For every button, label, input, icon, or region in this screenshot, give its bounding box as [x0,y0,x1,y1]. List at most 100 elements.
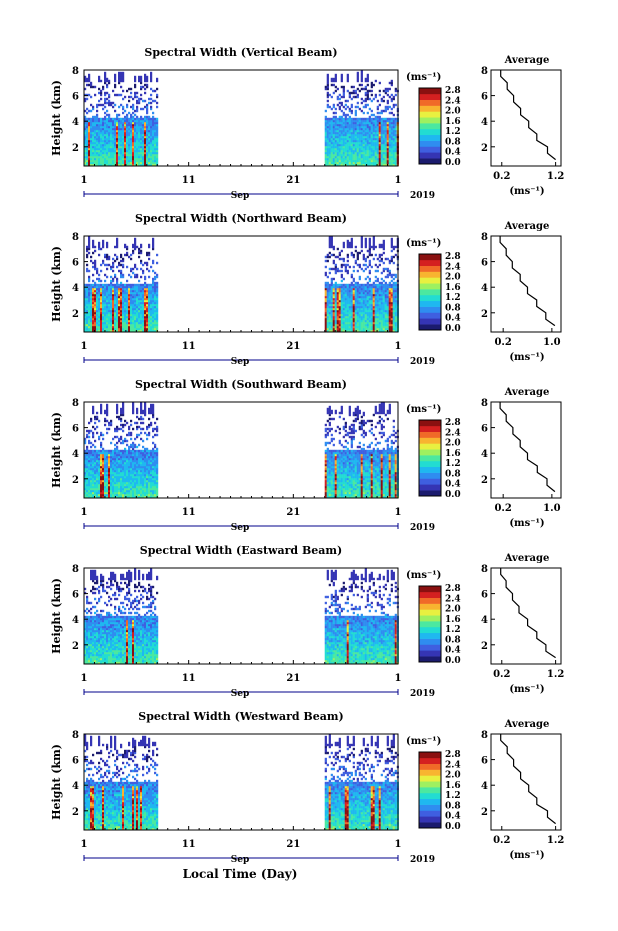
x-tick-label: 1 [395,341,402,352]
heatmap-cell [138,139,141,143]
heatmap-cell [114,103,117,107]
heatmap-cell [130,327,133,331]
heatmap-cell [100,133,103,137]
heatmap-cell [356,311,359,315]
heatmap-cell [128,119,131,123]
heatmap-cell [338,161,341,165]
heatmap-cell [122,161,125,165]
heatmap-cell [376,133,379,137]
heatmap-cell [388,259,391,263]
heatmap-cell [126,163,129,167]
heatmap-cell [102,463,105,467]
heatmap-cell [128,323,131,327]
heatmap-cell [346,163,349,167]
heatmap-cell [108,115,111,119]
heatmap-cell [138,143,141,147]
heatmap-cell [112,285,115,289]
heatmap-cell [392,261,395,265]
heatmap-cell [380,151,383,155]
heatmap-cell [96,125,99,129]
heatmap-cell [392,317,395,321]
heatmap-cell [122,157,125,161]
heatmap-cell [100,481,103,485]
heatmap-cell [110,317,113,321]
heatmap-cell [152,285,155,289]
heatmap-cell [100,445,103,449]
heatmap-cell [98,315,101,319]
heatmap-cell [118,327,121,331]
heatmap-cell [358,325,361,329]
heatmap-cell [380,295,383,299]
heatmap-cell [364,159,367,163]
heatmap-cell [366,147,369,151]
heatmap-cell [122,297,125,301]
heatmap-cell [108,315,111,319]
heatmap-cell [84,319,87,323]
heatmap-cell [388,159,391,163]
heatmap-cell [122,111,125,115]
heatmap-cell [120,155,123,159]
heatmap-cell [130,141,133,145]
heatmap-cell [88,325,91,329]
heatmap-cell [384,89,387,93]
heatmap-cell [366,305,369,309]
heatmap-cell [94,455,97,459]
heatmap-cell [364,313,367,317]
heatmap-cell [144,149,147,153]
heatmap-cell [354,287,357,291]
heatmap-cell [88,449,91,453]
heatmap-cell [108,327,111,331]
heatmap-cell [358,155,361,159]
heatmap-cell [136,159,139,163]
heatmap-cell [350,141,353,145]
heatmap-cell [86,295,89,299]
heatmap-cell [356,77,359,81]
heatmap-cell [152,281,155,285]
heatmap-cell [338,283,341,287]
heatmap-cell [370,319,373,323]
heatmap-cell [92,469,95,473]
heatmap-cell [394,253,397,257]
heatmap-cell [156,293,159,297]
heatmap-cell [84,151,87,155]
heatmap-cell [372,287,375,291]
heatmap-cell [148,133,151,137]
heatmap-cell [372,319,375,323]
heatmap-cell [132,155,135,159]
heatmap-cell [86,461,89,465]
heatmap-cell [366,255,369,259]
heatmap-cell [388,141,391,145]
y-tick-label: 6 [72,92,79,103]
heatmap-cell [138,163,141,167]
heatmap-cell [326,283,329,287]
heatmap-cell [116,311,119,315]
heatmap-cell [340,135,343,139]
heatmap-cell [354,309,357,313]
heatmap-cell [114,77,117,81]
heatmap-cell [352,295,355,299]
heatmap-cell [394,103,397,107]
heatmap-cell [88,123,91,127]
heatmap-cell [352,119,355,123]
heatmap-cell [144,141,147,145]
heatmap-cell [112,127,115,131]
heatmap-cell [86,129,89,133]
heatmap-cell [118,151,121,155]
heatmap-cell [386,145,389,149]
heatmap-cell [330,319,333,323]
heatmap-cell [144,311,147,315]
heatmap-cell [100,117,103,121]
heatmap-cell [342,125,345,129]
heatmap-cell [332,105,335,109]
heatmap-cell [134,163,137,167]
heatmap-cell [376,303,379,307]
heatmap-cell [98,493,101,497]
heatmap-cell [376,309,379,313]
heatmap-cell [96,451,99,455]
heatmap-cell [374,319,377,323]
heatmap-cell [384,151,387,155]
heatmap-cell [120,137,123,141]
heatmap-cell [94,115,97,119]
heatmap-cell [106,297,109,301]
